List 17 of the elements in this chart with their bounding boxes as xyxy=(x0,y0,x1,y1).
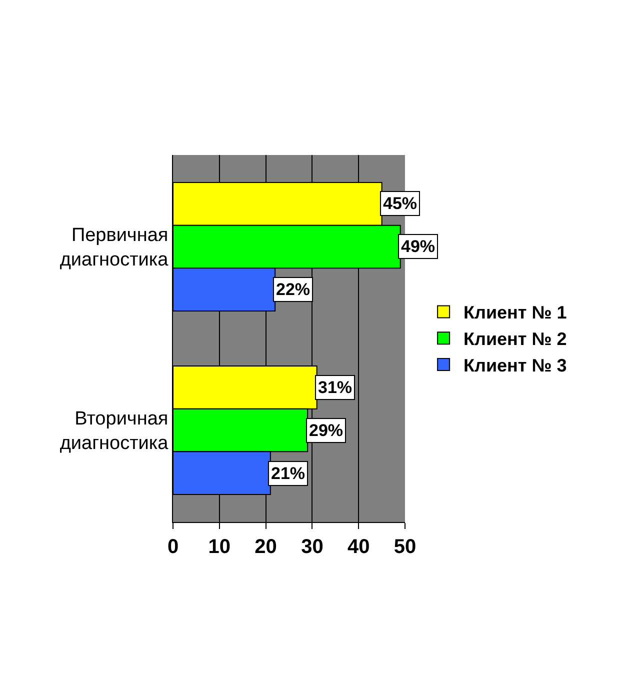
legend-label: Клиент № 2 xyxy=(464,329,567,350)
data-label: 29% xyxy=(309,421,344,440)
x-tick-label: 40 xyxy=(347,536,370,558)
data-label: 31% xyxy=(318,378,352,397)
data-label: 45% xyxy=(383,194,418,213)
data-label: 21% xyxy=(271,464,306,483)
x-tick-label: 10 xyxy=(208,536,231,558)
y-tick-label: Вторичная диагностика xyxy=(60,408,169,454)
data-label: 49% xyxy=(401,237,436,256)
legend-label: Клиент № 3 xyxy=(464,356,567,376)
data-label: 22% xyxy=(276,280,310,299)
y-tick-label: Первичная диагностика xyxy=(60,225,169,271)
x-tick-label: 50 xyxy=(394,536,416,558)
x-tick-label: 30 xyxy=(301,536,324,558)
x-tick-label: 20 xyxy=(254,536,277,558)
legend-label: Клиент № 1 xyxy=(464,302,567,323)
x-tick-label: 0 xyxy=(167,536,179,558)
